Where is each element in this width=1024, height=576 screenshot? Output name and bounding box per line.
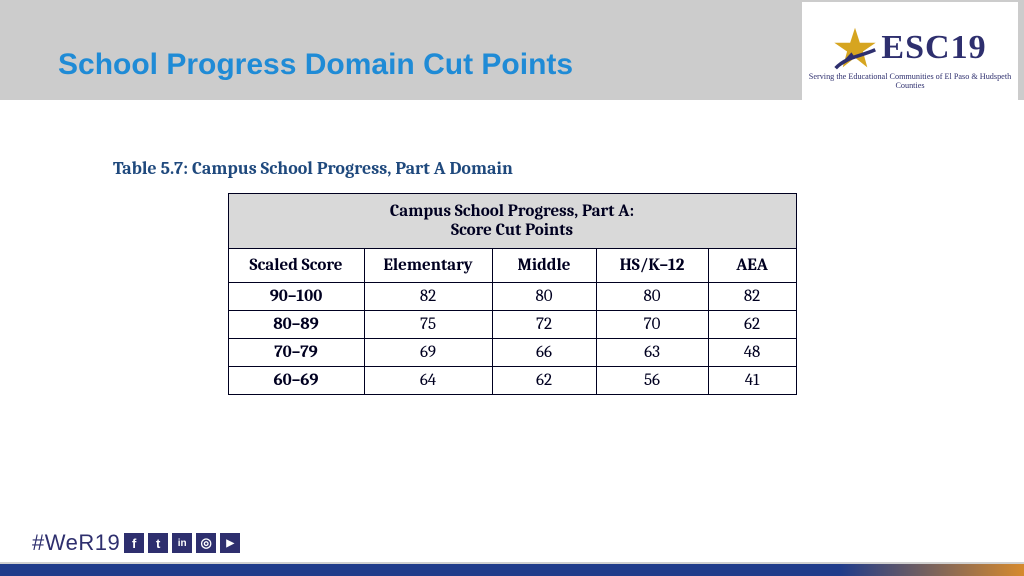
cell: 48 <box>708 339 796 367</box>
col-hsk12: HS/K–12 <box>596 249 708 283</box>
row-label: 90–100 <box>228 283 364 311</box>
table-caption: Table 5.7: Campus School Progress, Part … <box>113 158 911 179</box>
table-group-header-line1: Campus School Progress, Part A: <box>390 202 634 221</box>
cell: 41 <box>708 367 796 395</box>
table-row: 60–69 64 62 56 41 <box>228 367 796 395</box>
col-aea: AEA <box>708 249 796 283</box>
slide: School Progress Domain Cut Points ESC19 … <box>0 0 1024 576</box>
cell: 80 <box>492 283 596 311</box>
table-row: 70–79 69 66 63 48 <box>228 339 796 367</box>
cell: 72 <box>492 311 596 339</box>
table-row: 80–89 75 72 70 62 <box>228 311 796 339</box>
hashtag-row: #WeR19 f t in ◎ ▶ <box>32 530 240 556</box>
table-region: Table 5.7: Campus School Progress, Part … <box>113 158 911 395</box>
cell: 80 <box>596 283 708 311</box>
logo: ESC19 Serving the Educational Communitie… <box>802 2 1018 112</box>
cell: 75 <box>364 311 492 339</box>
table-group-header: Campus School Progress, Part A: Score Cu… <box>228 194 796 249</box>
star-icon <box>833 26 877 70</box>
row-label: 80–89 <box>228 311 364 339</box>
table-col-header-row: Scaled Score Elementary Middle HS/K–12 A… <box>228 249 796 283</box>
col-scaled-score: Scaled Score <box>228 249 364 283</box>
table-row: 90–100 82 80 80 82 <box>228 283 796 311</box>
cell: 56 <box>596 367 708 395</box>
footer-bar <box>0 564 1024 576</box>
cell: 66 <box>492 339 596 367</box>
col-elementary: Elementary <box>364 249 492 283</box>
cell: 62 <box>708 311 796 339</box>
facebook-icon: f <box>124 533 144 553</box>
cell: 63 <box>596 339 708 367</box>
cell: 69 <box>364 339 492 367</box>
logo-tagline: Serving the Educational Communities of E… <box>808 72 1012 90</box>
youtube-icon: ▶ <box>220 533 240 553</box>
cell: 82 <box>708 283 796 311</box>
row-label: 60–69 <box>228 367 364 395</box>
logo-row: ESC19 <box>833 26 986 70</box>
col-middle: Middle <box>492 249 596 283</box>
cut-points-table: Campus School Progress, Part A: Score Cu… <box>228 193 797 395</box>
row-label: 70–79 <box>228 339 364 367</box>
cell: 62 <box>492 367 596 395</box>
page-title: School Progress Domain Cut Points <box>58 48 573 82</box>
cell: 82 <box>364 283 492 311</box>
logo-text: ESC19 <box>881 29 986 67</box>
table-body: 90–100 82 80 80 82 80–89 75 72 70 62 70–… <box>228 283 796 395</box>
linkedin-icon: in <box>172 533 192 553</box>
cell: 70 <box>596 311 708 339</box>
cell: 64 <box>364 367 492 395</box>
instagram-icon: ◎ <box>196 533 216 553</box>
table-group-header-line2: Score Cut Points <box>451 221 573 240</box>
hashtag-text: #WeR19 <box>32 530 120 556</box>
twitter-icon: t <box>148 533 168 553</box>
footer: #WeR19 f t in ◎ ▶ <box>0 524 1024 576</box>
